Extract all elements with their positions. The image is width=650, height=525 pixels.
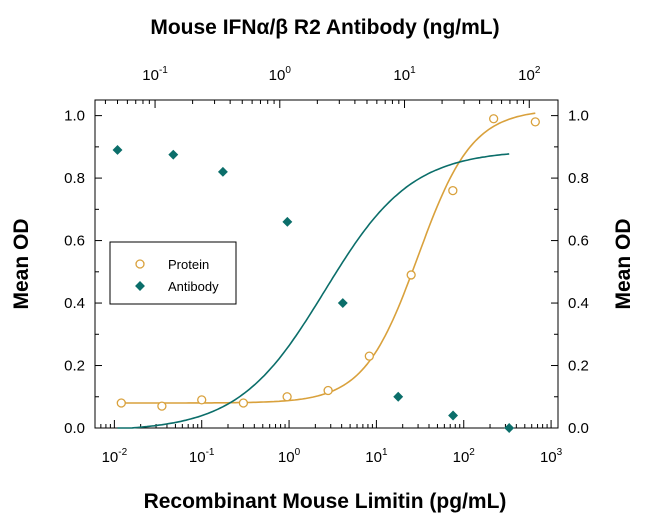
top-tick-label: 100	[269, 65, 292, 84]
protein-point	[157, 401, 167, 411]
left-y-tick-label: 0.2	[64, 358, 85, 375]
bottom-tick-label: 10-1	[189, 447, 215, 466]
left-y-tick-label: 0.0	[64, 420, 85, 437]
top-tick-label: 101	[393, 65, 416, 84]
antibody-point	[217, 166, 228, 177]
x-axis-title: Recombinant Mouse Limitin (pg/mL)	[144, 490, 507, 513]
left-y-tick-label: 0.4	[64, 295, 85, 312]
top-tick-label: 10-1	[142, 65, 168, 84]
right-y-tick-label: 0.2	[568, 358, 589, 375]
y-axis-title-right: Mean OD	[612, 218, 635, 309]
legend-protein-marker	[135, 259, 145, 269]
antibody-point	[504, 423, 515, 433]
legend-box	[109, 241, 237, 305]
antibody-point	[282, 216, 293, 227]
antibody-point	[448, 410, 459, 421]
left-y-tick-label: 1.0	[64, 108, 85, 125]
right-y-tick-label: 0.0	[568, 420, 589, 437]
bottom-tick-label: 100	[278, 447, 301, 466]
bottom-tick-label: 102	[453, 447, 476, 466]
legend-antibody-marker	[135, 281, 145, 291]
bottom-tick-label: 10-2	[102, 447, 128, 466]
protein-point	[364, 351, 374, 361]
protein-point	[238, 398, 249, 408]
left-y-tick-label: 0.6	[64, 233, 85, 250]
antibody-point	[168, 149, 179, 160]
antibody-point	[112, 145, 123, 155]
protein-point	[197, 395, 207, 405]
legend-label: Antibody	[168, 279, 219, 294]
chart-title: Mouse IFNα/β R2 Antibody (ng/mL)	[150, 16, 499, 39]
protein-point	[116, 398, 126, 408]
bottom-tick-label: 101	[365, 447, 388, 466]
antibody-fit-curve	[117, 153, 510, 429]
legend: Protein Antibody	[109, 241, 237, 305]
antibody-point	[393, 391, 404, 402]
antibody-point	[337, 298, 348, 308]
protein-point	[323, 385, 333, 396]
protein-point	[406, 270, 416, 280]
right-y-tick-label: 0.8	[568, 170, 589, 187]
plot-frame	[94, 99, 559, 429]
y-axis-title-left: Mean OD	[10, 218, 33, 309]
protein-point	[530, 117, 540, 127]
legend-label: Protein	[168, 257, 209, 272]
right-y-tick-label: 0.4	[568, 295, 589, 312]
right-y-tick-label: 0.6	[568, 233, 589, 250]
left-y-tick-label: 0.8	[64, 170, 85, 187]
protein-point	[282, 392, 292, 402]
right-y-tick-label: 1.0	[568, 108, 589, 125]
top-tick-label: 102	[518, 65, 541, 84]
protein-point	[489, 114, 499, 124]
protein-point	[448, 185, 458, 196]
bottom-tick-label: 103	[540, 447, 563, 466]
